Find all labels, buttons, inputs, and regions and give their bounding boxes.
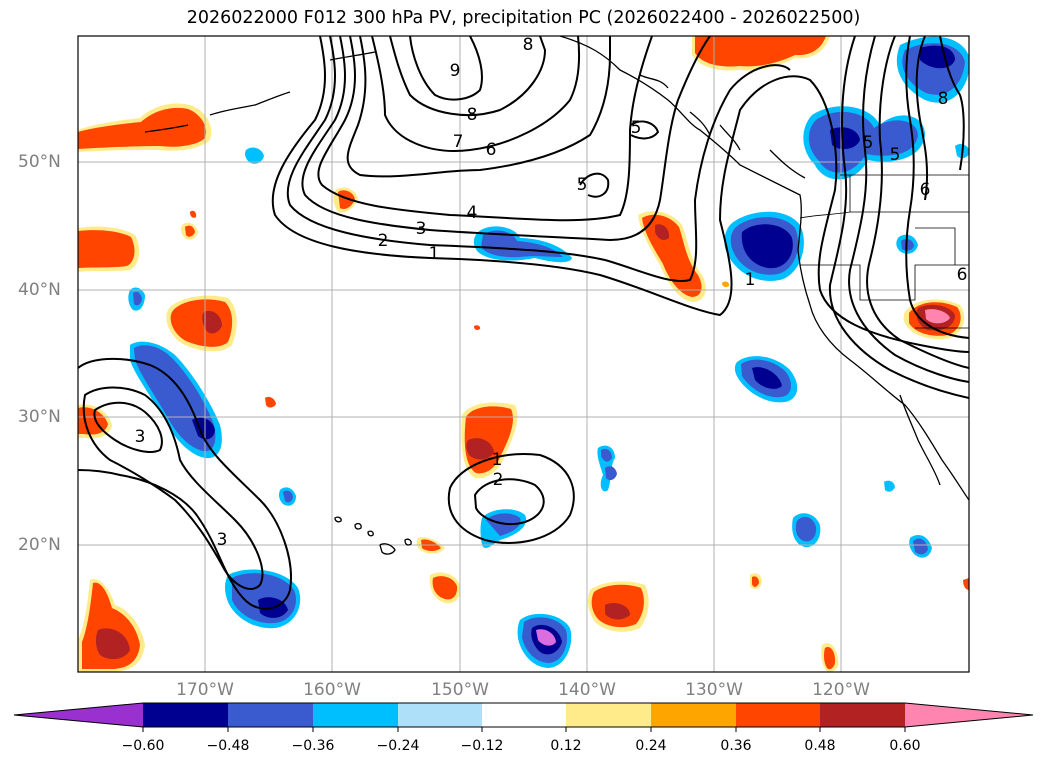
lat-label-50n: 50°N bbox=[18, 152, 61, 172]
lon-label-130w: 130°W bbox=[685, 680, 743, 700]
lon-label-120w: 120°W bbox=[812, 680, 870, 700]
contour-label: 4 bbox=[467, 203, 478, 223]
contour-label: 6 bbox=[486, 140, 497, 160]
map-frame bbox=[77, 35, 970, 673]
contour-label: 3 bbox=[135, 427, 146, 447]
contour-label: 5 bbox=[577, 175, 588, 195]
contour-label: 7 bbox=[453, 132, 464, 152]
contour-label: 6 bbox=[957, 265, 968, 285]
lat-label-30n: 30°N bbox=[18, 407, 61, 427]
positive-precip-anomalies bbox=[78, 36, 969, 672]
precip-shading bbox=[78, 36, 969, 672]
contour-label: 8 bbox=[523, 35, 534, 55]
contour-label: 1 bbox=[429, 244, 440, 264]
contour-label: 8 bbox=[938, 89, 949, 109]
colorbar-swatch bbox=[228, 703, 313, 727]
lon-label-150w: 150°W bbox=[431, 680, 489, 700]
lon-label-160w: 160°W bbox=[303, 680, 361, 700]
lon-label-170w: 170°W bbox=[176, 680, 234, 700]
contour-label: 9 bbox=[450, 61, 461, 81]
colorbar-swatch bbox=[736, 703, 820, 727]
colorbar-tick-label: 0.12 bbox=[550, 738, 582, 754]
colorbar-swatch bbox=[820, 703, 905, 727]
colorbar-swatch bbox=[651, 703, 736, 727]
contour-label: 1 bbox=[492, 450, 503, 470]
contour-label: 1 bbox=[745, 270, 756, 290]
colorbar-tick-label: −0.48 bbox=[206, 738, 250, 754]
colorbar-tick-label: −0.12 bbox=[460, 738, 504, 754]
colorbar-extend-low bbox=[14, 703, 143, 727]
colorbar-tick-label: 0.60 bbox=[889, 738, 921, 754]
colorbar-swatch bbox=[313, 703, 398, 727]
pv-contours bbox=[78, 36, 969, 610]
borders bbox=[799, 174, 969, 329]
contour-label: 8 bbox=[467, 105, 478, 125]
coastlines bbox=[144, 36, 969, 555]
colorbar-swatch bbox=[398, 703, 482, 727]
contour-label: 5 bbox=[890, 145, 901, 165]
map-title: 2026022000 F012 300 hPa PV, precipitatio… bbox=[186, 8, 861, 28]
contour-label: 3 bbox=[217, 530, 228, 550]
colorbar-swatch bbox=[566, 703, 651, 727]
lat-label-20n: 20°N bbox=[18, 535, 61, 555]
contour-label: 6 bbox=[920, 180, 931, 200]
colorbar-tick-label: −0.60 bbox=[121, 738, 165, 754]
contour-label: 2 bbox=[493, 470, 504, 490]
colorbar-tick-label: −0.24 bbox=[376, 738, 420, 754]
lat-label-40n: 40°N bbox=[18, 280, 61, 300]
colorbar-tick-label: 0.48 bbox=[804, 738, 836, 754]
negative-precip-anomalies bbox=[128, 36, 969, 668]
colorbar-tick-label: −0.36 bbox=[291, 738, 335, 754]
contour-labels: 8 9 8 7 6 5 5 4 3 2 1 1 3 3 1 2 5 5 6 8 … bbox=[135, 35, 968, 550]
lon-label-140w: 140°W bbox=[558, 680, 616, 700]
colorbar bbox=[13, 702, 1034, 732]
contour-label: 3 bbox=[416, 219, 427, 239]
contour-label: 5 bbox=[863, 133, 874, 153]
contour-label: 2 bbox=[378, 231, 389, 251]
colorbar-extend-high bbox=[905, 703, 1033, 727]
colorbar-swatch bbox=[143, 703, 228, 727]
colorbar-swatch bbox=[482, 703, 566, 727]
contour-label: 5 bbox=[631, 118, 642, 138]
colorbar-tick-label: 0.24 bbox=[635, 738, 667, 754]
colorbar-tick-label: 0.36 bbox=[720, 738, 752, 754]
